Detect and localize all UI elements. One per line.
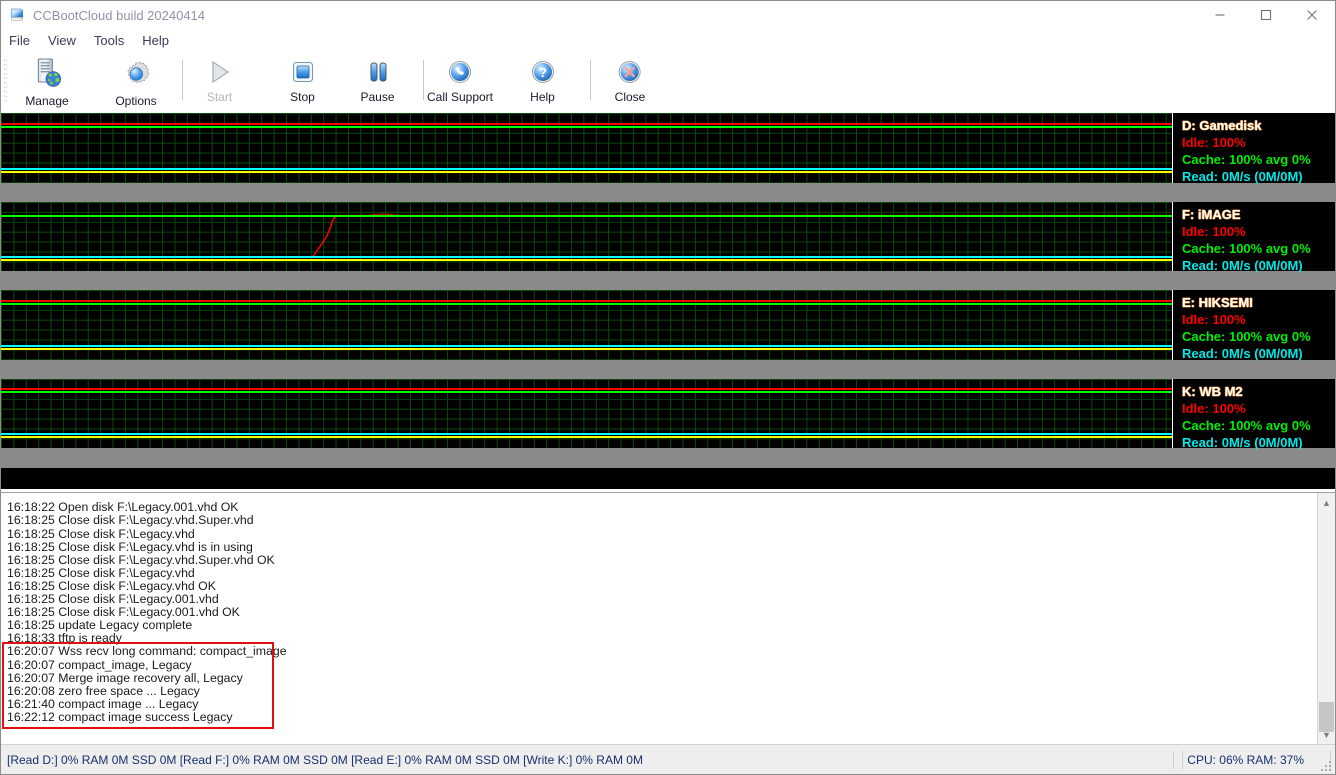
svg-text:?: ? <box>539 65 547 80</box>
